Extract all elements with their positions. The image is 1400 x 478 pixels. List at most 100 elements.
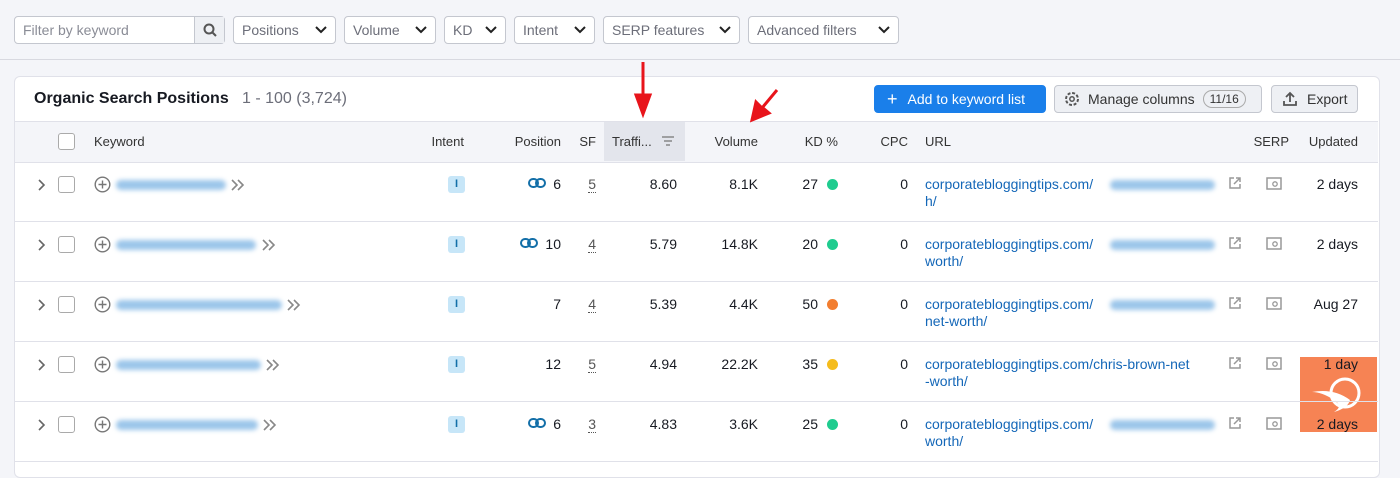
export-icon <box>1283 91 1297 106</box>
chevron <box>719 26 731 34</box>
chevron <box>415 26 427 34</box>
filter-label: Intent <box>523 22 559 38</box>
row-checkbox[interactable] <box>58 236 75 253</box>
serp-icon[interactable] <box>1266 417 1282 434</box>
expand-arrow[interactable] <box>37 418 47 434</box>
row-checkbox[interactable] <box>58 416 75 433</box>
cpc: 0 <box>900 236 908 252</box>
filter-label: KD <box>453 22 473 38</box>
filter-label: Volume <box>353 22 400 38</box>
serp-icon[interactable] <box>1266 297 1282 314</box>
row-checkbox[interactable] <box>58 356 75 373</box>
serp-features[interactable]: 4 <box>588 236 596 253</box>
search-button[interactable] <box>194 17 224 43</box>
url-line[interactable]: corporatebloggingtips.com/chris-brown-ne… <box>925 356 1190 372</box>
keyword-chevrons <box>286 298 302 314</box>
expand-arrow[interactable] <box>37 178 47 194</box>
column-header: URL <box>925 134 952 149</box>
row-checkbox[interactable] <box>58 296 75 313</box>
expand-arrow[interactable] <box>37 358 47 374</box>
filter-button[interactable]: KD <box>444 16 506 44</box>
traffic: 5.39 <box>649 296 677 312</box>
row-checkbox[interactable] <box>58 176 75 193</box>
column-header: Intent <box>431 134 464 149</box>
url-line[interactable]: corporatebloggingtips.com/ <box>925 416 1094 432</box>
chevron <box>315 26 327 34</box>
url-blurred <box>1110 420 1215 430</box>
column-header: CPC <box>880 134 908 149</box>
url-line[interactable]: corporatebloggingtips.com/ <box>925 296 1094 312</box>
external-link-icon[interactable] <box>1228 236 1242 253</box>
select-all-checkbox[interactable] <box>58 133 75 150</box>
cpc: 0 <box>900 296 908 312</box>
url-blurred <box>1110 300 1215 310</box>
url-blurred <box>1110 240 1215 250</box>
serp-icon[interactable] <box>1266 237 1282 254</box>
result-range: 1 - 100 (3,724) <box>242 90 347 107</box>
filter-button[interactable]: Intent <box>514 16 595 44</box>
keyword-chevrons <box>265 358 281 374</box>
position: 10 <box>545 236 561 252</box>
export-button[interactable]: Export <box>1271 85 1358 113</box>
url-line[interactable]: worth/ <box>925 253 964 269</box>
column-header: SF <box>579 134 596 149</box>
url-line[interactable]: worth/ <box>925 433 964 449</box>
serp-features[interactable]: 5 <box>588 176 596 193</box>
kd-dot <box>827 179 838 190</box>
keyword-blurred <box>116 360 261 370</box>
add-icon[interactable] <box>94 176 111 196</box>
add-keyword-button[interactable]: + Add to keyword list <box>874 85 1046 113</box>
kd: 50 <box>802 296 818 312</box>
add-icon[interactable] <box>94 236 111 256</box>
column-count: 11/16 <box>1202 90 1246 108</box>
kd: 25 <box>802 416 818 432</box>
url-line[interactable]: corporatebloggingtips.com/ <box>925 236 1094 252</box>
kd-dot <box>827 419 838 430</box>
url-line[interactable]: -worth/ <box>925 373 968 389</box>
position: 6 <box>553 176 561 192</box>
search-input[interactable]: Filter by keyword <box>14 16 225 44</box>
serp-icon[interactable] <box>1266 357 1282 374</box>
keyword-blurred <box>116 300 282 310</box>
filter-button[interactable]: Positions <box>233 16 336 44</box>
manage-columns-button[interactable]: Manage columns 11/16 <box>1054 85 1262 113</box>
keyword-chevrons <box>261 238 277 254</box>
volume: 4.4K <box>729 296 758 312</box>
add-icon[interactable] <box>94 416 111 436</box>
serp-features[interactable]: 5 <box>588 356 596 373</box>
external-link-icon[interactable] <box>1228 296 1242 313</box>
column-header: Volume <box>714 134 758 149</box>
expand-arrow[interactable] <box>37 298 47 314</box>
expand-arrow[interactable] <box>37 238 47 254</box>
url-line[interactable]: corporatebloggingtips.com/ <box>925 176 1094 192</box>
manage-columns-label: Manage columns <box>1088 91 1195 107</box>
kd: 20 <box>802 236 818 252</box>
traffic: 5.79 <box>649 236 677 252</box>
add-icon[interactable] <box>94 296 111 316</box>
serp-features[interactable]: 4 <box>588 296 596 313</box>
filter-button[interactable]: Advanced filters <box>748 16 899 44</box>
export-label: Export <box>1307 91 1348 107</box>
chevron <box>878 26 890 34</box>
volume: 3.6K <box>729 416 758 432</box>
keyword-blurred <box>116 420 258 430</box>
filter-label: Positions <box>242 22 299 38</box>
updated: 1 day <box>1323 356 1358 372</box>
intent-badge: I <box>448 236 465 253</box>
cpc: 0 <box>900 356 908 372</box>
serp-icon[interactable] <box>1266 177 1282 194</box>
intent-badge: I <box>448 356 465 373</box>
external-link-icon[interactable] <box>1228 416 1242 433</box>
url-line[interactable]: h/ <box>925 193 937 209</box>
search-placeholder: Filter by keyword <box>23 22 129 38</box>
keyword-chevrons <box>262 418 278 434</box>
traffic: 4.83 <box>649 416 677 432</box>
filter-button[interactable]: SERP features <box>603 16 740 44</box>
external-link-icon[interactable] <box>1228 176 1242 193</box>
chevron <box>485 26 497 34</box>
add-icon[interactable] <box>94 356 111 376</box>
filter-button[interactable]: Volume <box>344 16 436 44</box>
external-link-icon[interactable] <box>1228 356 1242 373</box>
serp-features[interactable]: 3 <box>588 416 596 433</box>
url-line[interactable]: net-worth/ <box>925 313 988 329</box>
